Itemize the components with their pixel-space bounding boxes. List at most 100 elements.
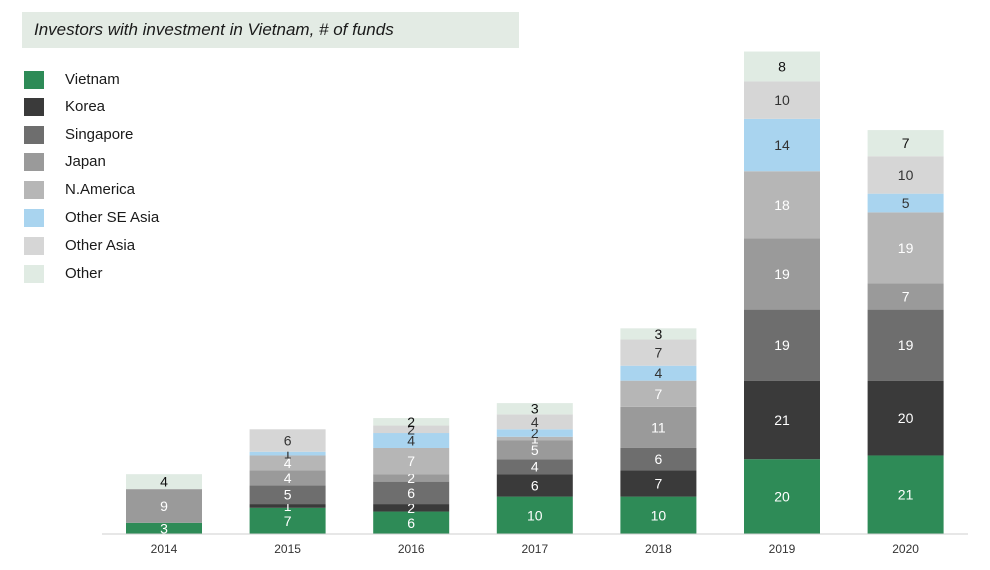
data-label: 19 — [898, 337, 914, 353]
bar-segment — [126, 522, 202, 534]
data-label: 4 — [655, 365, 663, 381]
bar-segment — [867, 193, 944, 213]
bar-segment — [620, 328, 697, 340]
bar-segment — [249, 504, 326, 508]
data-label: 4 — [531, 414, 539, 430]
data-label: 10 — [651, 507, 667, 523]
bar-segment — [249, 470, 326, 486]
data-label: 5 — [284, 487, 292, 503]
bar-segment — [620, 496, 697, 534]
data-label: 6 — [655, 451, 663, 467]
data-label: 6 — [407, 515, 415, 531]
data-label: 19 — [774, 337, 790, 353]
bar-segment — [744, 459, 820, 534]
data-label: 6 — [407, 485, 415, 501]
x-tick-label: 2019 — [769, 542, 796, 556]
bar-segment — [867, 309, 944, 381]
data-label: 3 — [531, 401, 539, 417]
data-label: 2 — [407, 470, 415, 486]
data-label: 3 — [655, 326, 663, 342]
legend-label: Singapore — [65, 126, 134, 143]
bar-segment — [744, 238, 820, 310]
data-label: 19 — [898, 240, 914, 256]
bar-segment — [249, 485, 326, 505]
bar-segment — [496, 414, 573, 430]
bar-segment — [373, 481, 450, 505]
legend-label: N.America — [65, 181, 136, 198]
bar-segment — [867, 156, 944, 194]
bar-segment — [867, 212, 944, 284]
data-label: 1 — [284, 498, 292, 514]
bar-segment — [620, 380, 697, 407]
bar-segment — [496, 496, 573, 534]
data-label: 19 — [774, 266, 790, 282]
data-label: 10 — [774, 92, 790, 108]
bar-segment — [620, 447, 697, 471]
bar-segment — [744, 51, 820, 82]
data-label: 10 — [898, 167, 914, 183]
x-tick-label: 2020 — [892, 542, 919, 556]
bar-segment — [744, 309, 820, 381]
data-label: 8 — [778, 59, 786, 75]
legend-swatch — [24, 98, 44, 116]
data-label: 20 — [774, 489, 790, 505]
legend-item: Other — [24, 264, 224, 284]
data-label: 18 — [774, 197, 790, 213]
legend-item: N.America — [24, 180, 224, 200]
data-label: 10 — [527, 507, 543, 523]
bar-segment — [496, 459, 573, 475]
legend-swatch — [24, 181, 44, 199]
data-label: 21 — [774, 412, 790, 428]
data-label: 1 — [284, 446, 292, 462]
data-label: 6 — [531, 477, 539, 493]
data-label: 5 — [902, 195, 910, 211]
bar-segment — [373, 418, 450, 426]
bar-segment — [620, 339, 697, 366]
x-tick-label: 2014 — [151, 542, 178, 556]
bar-segment — [496, 403, 573, 415]
x-tick-label: 2017 — [521, 542, 548, 556]
bar-segment — [249, 429, 326, 452]
bar-segment — [744, 81, 820, 119]
bar-segment — [496, 440, 573, 460]
legend-item: Other SE Asia — [24, 208, 224, 228]
legend-label: Other — [65, 265, 103, 282]
legend-swatch — [24, 71, 44, 89]
data-label: 2 — [407, 500, 415, 516]
data-label: 7 — [655, 476, 663, 492]
chart-title: Investors with investment in Vietnam, # … — [34, 20, 394, 39]
data-label: 14 — [774, 137, 790, 153]
data-label: 4 — [284, 455, 292, 471]
legend-swatch — [24, 237, 44, 255]
legend-swatch — [24, 209, 44, 227]
data-label: 3 — [160, 520, 168, 536]
x-tick-label: 2015 — [274, 542, 301, 556]
bar-segment — [373, 447, 450, 475]
legend-item: Other Asia — [24, 236, 224, 256]
bar-segment — [249, 451, 326, 456]
x-tick-label: 2018 — [645, 542, 672, 556]
bar-segment — [744, 380, 820, 460]
data-label: 2 — [407, 421, 415, 437]
bar-segment — [373, 511, 450, 534]
bar-segment — [373, 433, 450, 448]
legend-label: Korea — [65, 98, 106, 115]
legend-label: Other Asia — [65, 237, 136, 254]
data-label: 7 — [407, 453, 415, 469]
data-label: 6 — [284, 433, 292, 449]
legend-label: Japan — [65, 153, 106, 170]
data-label: 7 — [902, 135, 910, 151]
data-label: 4 — [284, 470, 292, 486]
data-label: 2 — [407, 414, 415, 430]
bar-segment — [744, 118, 820, 172]
bar-segment — [373, 504, 450, 512]
bar-segment — [867, 455, 944, 534]
data-label: 1 — [531, 431, 539, 447]
bar-segment — [249, 507, 326, 534]
bar-segment — [867, 130, 944, 157]
bar-segment — [126, 474, 202, 490]
bar-segment — [373, 474, 450, 482]
bar-segment — [496, 436, 573, 441]
legend-item: Korea — [24, 97, 224, 117]
